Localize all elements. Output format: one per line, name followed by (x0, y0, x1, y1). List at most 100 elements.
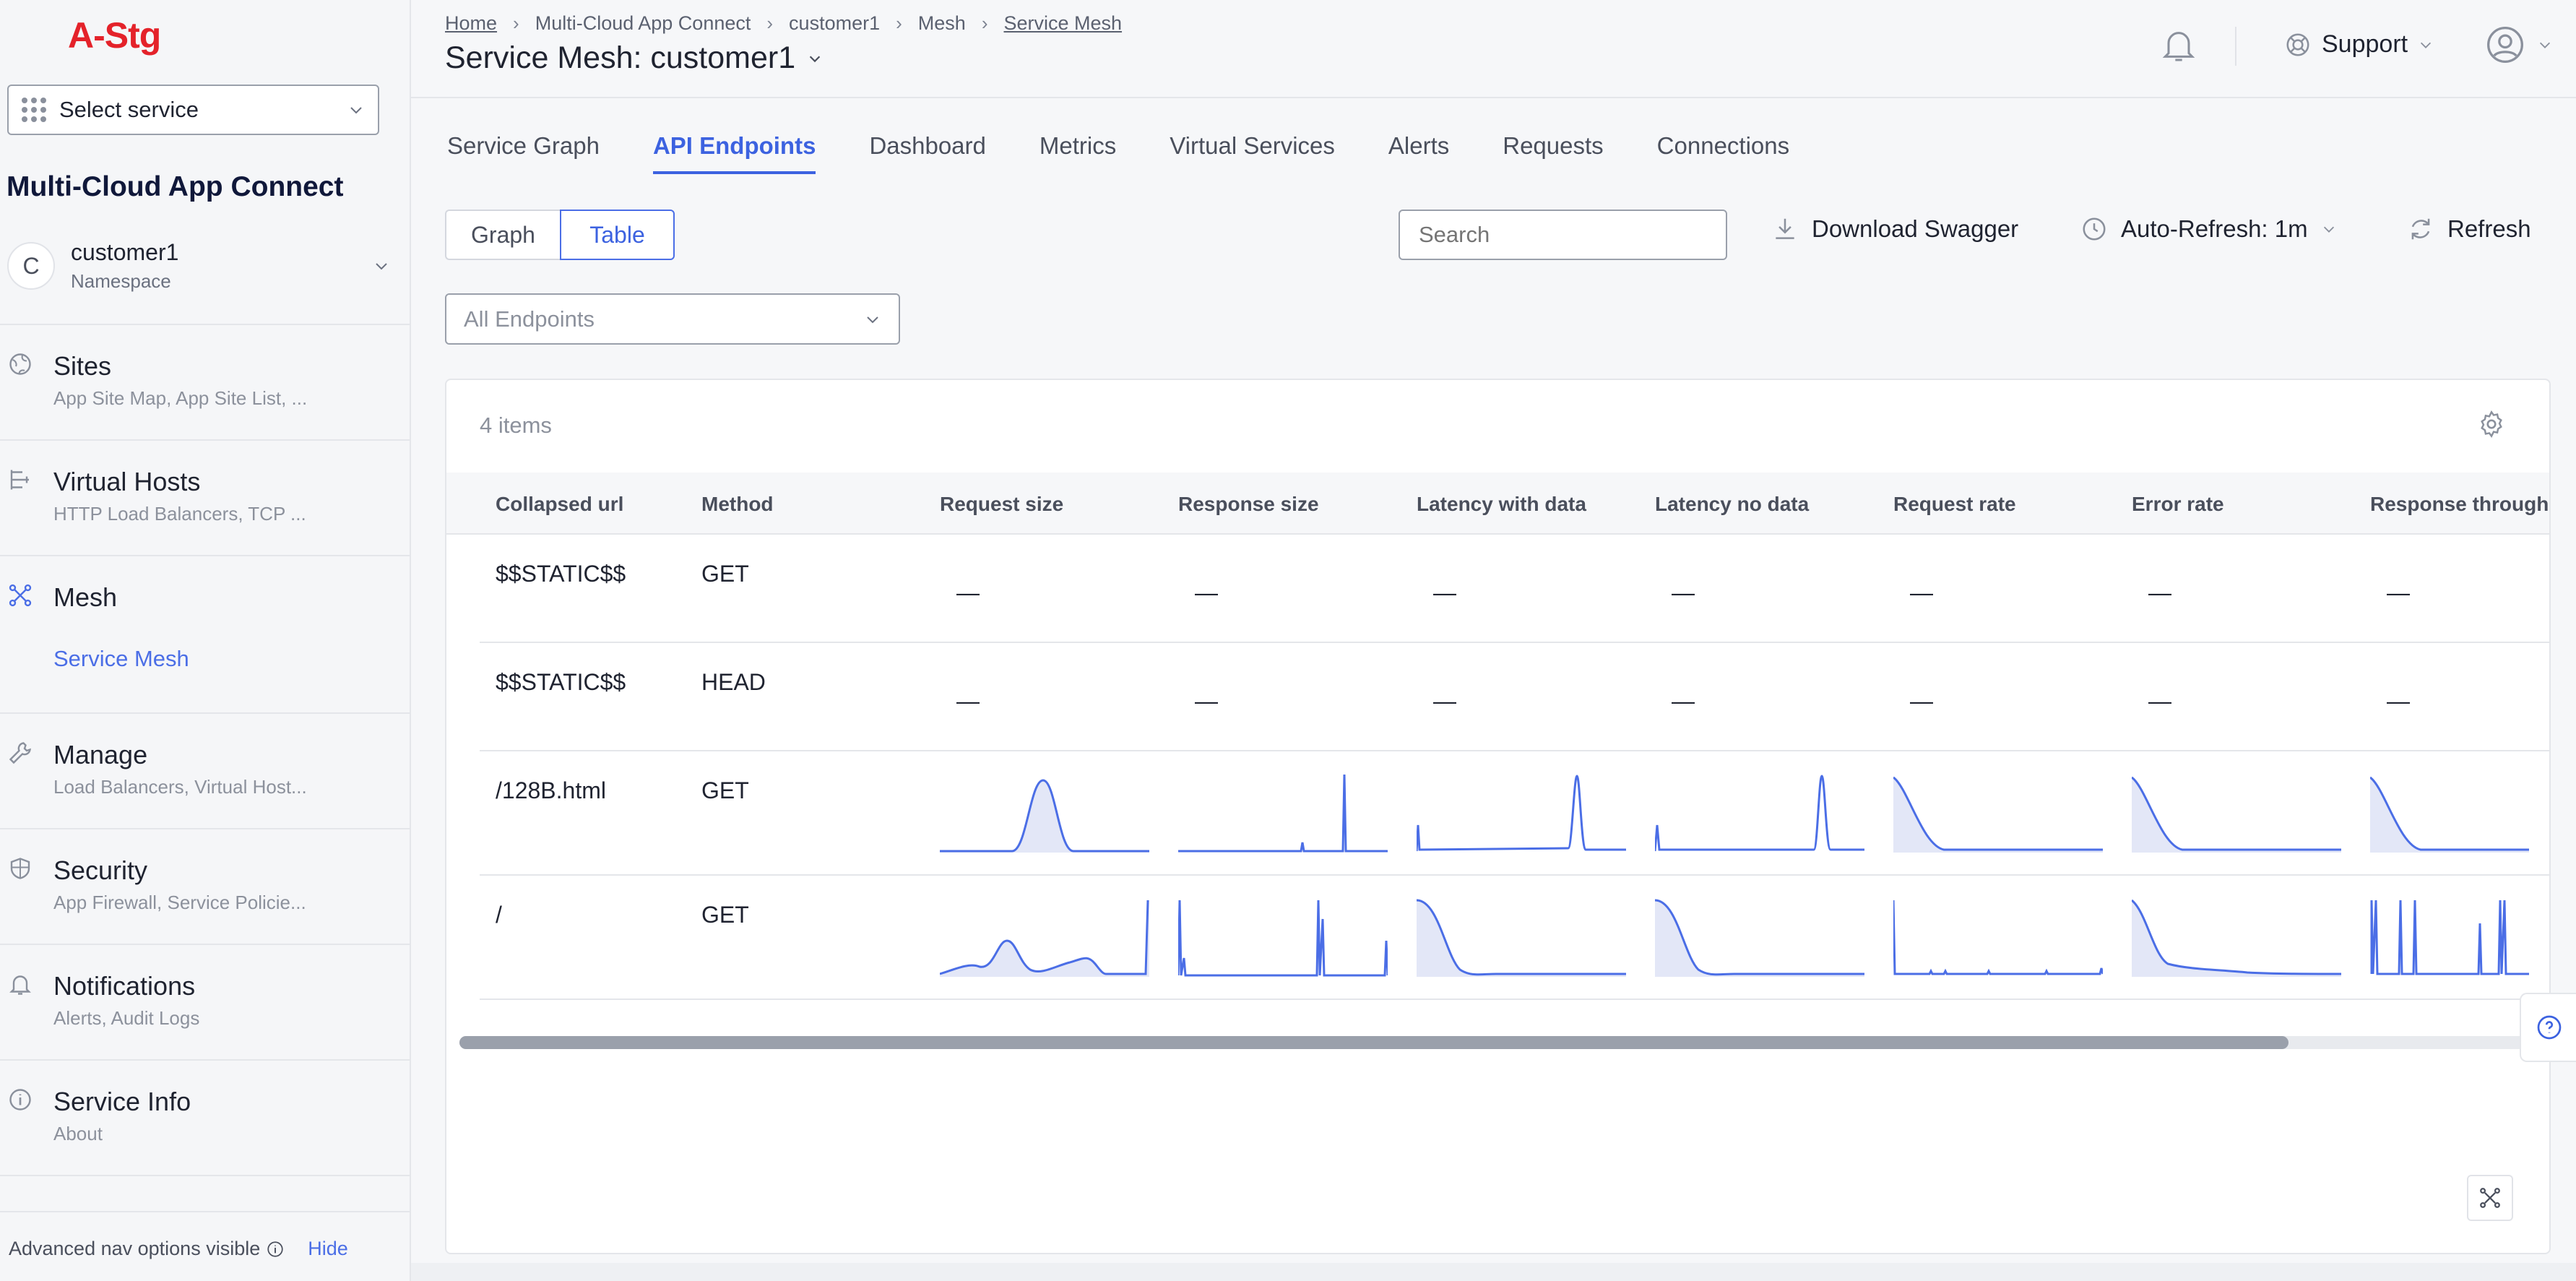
items-count: 4 items (480, 413, 552, 438)
download-swagger-button[interactable]: Download Swagger (1771, 215, 2018, 243)
column-header[interactable]: Error rate (2132, 493, 2224, 515)
namespace-name: customer1 (71, 239, 179, 265)
refresh-icon (2411, 218, 2430, 240)
cell-url: $$STATIC$$ (496, 561, 626, 587)
sidebar-item-sites[interactable]: Sites App Site Map, App Site List, ... (0, 324, 410, 439)
sparkline-latency-with-data (1417, 775, 1626, 852)
sidebar-item-security[interactable]: Security App Firewall, Service Policie..… (0, 828, 410, 944)
shield-icon (10, 858, 30, 879)
breadcrumb-home[interactable]: Home (445, 12, 498, 34)
chevron-right-icon: › (513, 12, 519, 34)
breadcrumb: Home › Multi-Cloud App Connect › custome… (445, 12, 1122, 35)
cell-empty: — (2387, 579, 2410, 605)
sparkline-response-throughput (2370, 900, 2529, 975)
header-divider-line (411, 97, 2576, 98)
sparkline-latency-no-data (1655, 775, 1864, 852)
sparkline-error-rate (2132, 899, 2341, 977)
view-graph-button[interactable]: Graph (445, 210, 560, 260)
chevron-down-icon (2421, 42, 2432, 48)
breadcrumb-workspace: Multi-Cloud App Connect (535, 12, 751, 34)
tab-service-graph[interactable]: Service Graph (447, 132, 600, 159)
horizontal-scrollbar[interactable] (459, 1036, 2549, 1049)
table-row[interactable]: $$STATIC$$ HEAD — — — — — — — (480, 643, 2549, 751)
sidebar-item-title: Security (53, 855, 148, 885)
tab-alerts[interactable]: Alerts (1388, 132, 1450, 159)
tab-requests[interactable]: Requests (1503, 132, 1604, 159)
chevron-right-icon: › (981, 12, 988, 34)
search-input[interactable] (1399, 210, 1727, 260)
cell-empty: — (1910, 688, 1933, 714)
endpoints-filter-value: All Endpoints (464, 306, 595, 332)
sidebar-item-title: Manage (53, 740, 148, 769)
info-icon[interactable] (266, 1240, 285, 1259)
tab-dashboard[interactable]: Dashboard (869, 132, 986, 159)
cell-empty: — (1433, 688, 1456, 714)
service-select[interactable]: Select service (7, 85, 379, 135)
table-row[interactable]: / GET (480, 876, 2549, 1000)
refresh-label: Refresh (2447, 215, 2531, 242)
column-header[interactable]: Method (701, 493, 774, 515)
mesh-icon (9, 584, 32, 607)
breadcrumb-mesh: Mesh (917, 12, 966, 34)
column-header[interactable]: Latency no data (1655, 493, 1810, 515)
tab-api-endpoints[interactable]: API Endpoints (652, 132, 816, 174)
sidebar-item-subtitle: HTTP Load Balancers, TCP ... (53, 503, 306, 525)
advanced-nav-text: Advanced nav options visible (9, 1238, 261, 1259)
namespace-selector[interactable]: C customer1 Namespace (7, 233, 390, 298)
user-menu[interactable] (2485, 25, 2553, 65)
sidebar-item-service-info[interactable]: Service Info About (0, 1059, 410, 1175)
sidebar-item-subtitle: App Firewall, Service Policie... (53, 892, 306, 913)
cell-empty: — (1910, 579, 1933, 605)
page-title[interactable]: Service Mesh: customer1 (445, 40, 823, 76)
refresh-button[interactable]: Refresh (2407, 215, 2531, 243)
tab-virtual-services[interactable]: Virtual Services (1170, 132, 1335, 159)
sparkline-response-size (1178, 774, 1388, 853)
chevron-down-icon (350, 107, 362, 114)
column-header[interactable]: Request size (940, 493, 1064, 515)
sidebar-subitem-service-mesh[interactable]: Service Mesh (53, 646, 189, 671)
column-header[interactable]: Request rate (1893, 493, 2016, 515)
fullscreen-button[interactable] (2467, 1175, 2513, 1221)
column-header[interactable]: Response throughp (2370, 493, 2551, 515)
tab-metrics[interactable]: Metrics (1039, 132, 1117, 159)
view-table-button[interactable]: Table (560, 210, 675, 260)
table-row[interactable]: $$STATIC$$ GET — — — — — — — (480, 535, 2549, 643)
download-icon (1776, 218, 1794, 239)
column-header[interactable]: Latency with data (1417, 493, 1586, 515)
column-header[interactable]: Response size (1178, 493, 1319, 515)
chevron-down-icon (2539, 42, 2551, 48)
apps-grid-icon (22, 98, 46, 122)
sidebar-item-mesh[interactable]: Mesh (0, 555, 410, 712)
sidebar-item-notifications[interactable]: Notifications Alerts, Audit Logs (0, 944, 410, 1059)
sparkline-latency-no-data (1655, 899, 1864, 977)
help-button[interactable] (2520, 993, 2576, 1062)
auto-refresh-select[interactable]: Auto-Refresh: 1m (2080, 215, 2337, 243)
support-menu[interactable]: Support (2284, 30, 2434, 59)
workspace-title: Multi-Cloud App Connect (7, 171, 344, 202)
cell-method: GET (701, 902, 749, 928)
sparkline-request-size (940, 779, 1149, 853)
gear-icon[interactable] (2476, 409, 2507, 439)
endpoints-filter-select[interactable]: All Endpoints (445, 293, 900, 345)
table-row[interactable]: /128B.html GET (480, 751, 2549, 876)
sidebar-item-manage[interactable]: Manage Load Balancers, Virtual Host... (0, 712, 410, 828)
tab-connections[interactable]: Connections (1656, 132, 1790, 159)
app-logo[interactable]: A-Stg (68, 15, 161, 56)
column-header[interactable]: Collapsed url (496, 493, 624, 515)
page-title-text: Service Mesh: customer1 (445, 40, 796, 75)
chevron-down-icon (809, 55, 821, 62)
server-stack-icon (10, 470, 29, 490)
sidebar-item-virtual-hosts[interactable]: Virtual Hosts HTTP Load Balancers, TCP .… (0, 439, 410, 555)
breadcrumb-service-mesh[interactable]: Service Mesh (1003, 12, 1123, 34)
expand-icon (2480, 1188, 2500, 1208)
sidebar-item-title: Mesh (53, 582, 118, 612)
chevron-right-icon: › (896, 12, 902, 34)
sidebar-footer-divider (0, 1211, 410, 1212)
scrollbar-thumb[interactable] (459, 1036, 2288, 1049)
sparkline-request-rate (1893, 776, 2103, 853)
support-label: Support (2322, 30, 2408, 58)
cell-empty: — (2148, 688, 2171, 714)
sparkline-request-size (940, 900, 1149, 977)
hide-advanced-nav-link[interactable]: Hide (308, 1238, 348, 1259)
bell-icon[interactable] (2158, 23, 2199, 66)
